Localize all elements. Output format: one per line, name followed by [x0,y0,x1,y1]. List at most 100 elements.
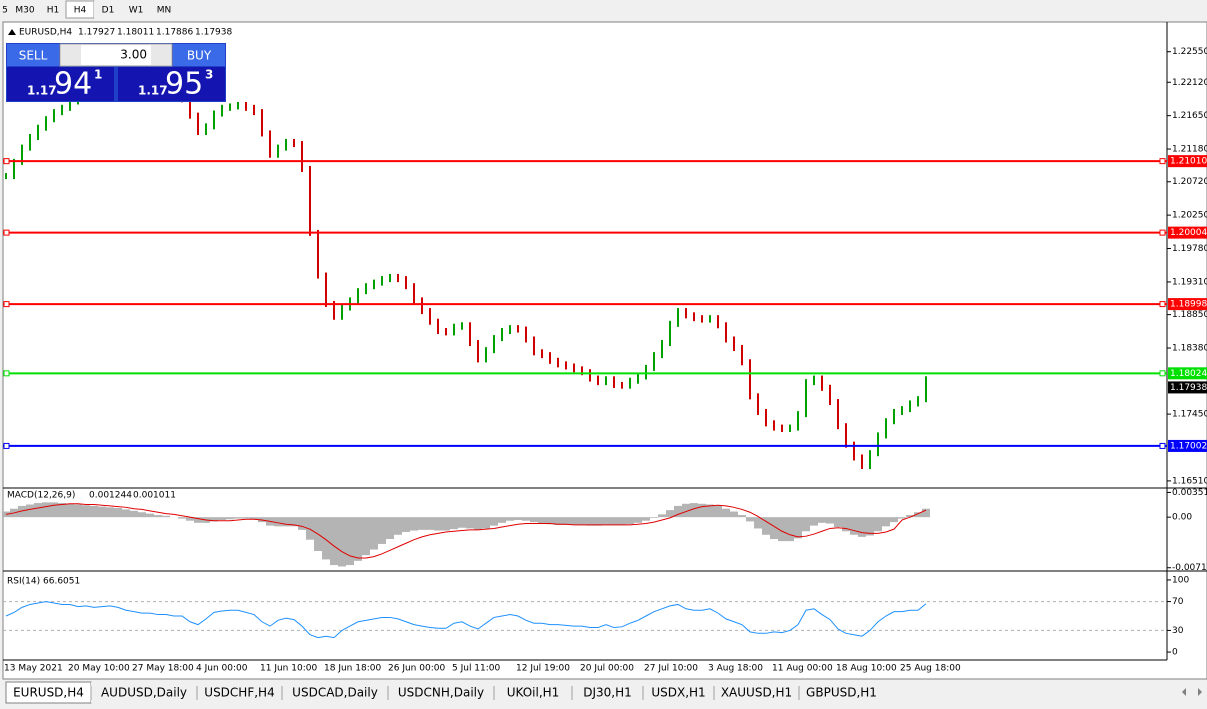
scroll-right[interactable] [1198,688,1202,696]
chart-tab[interactable] [197,682,282,703]
level-handle[interactable] [1159,370,1166,377]
price-bar [597,375,599,386]
price-bar [589,369,591,382]
tab-label: EURUSD,H4 [13,686,84,700]
level-handle[interactable] [3,442,10,449]
volume-value: 3.00 [120,48,147,62]
level-handle[interactable] [1159,442,1166,449]
price-bar [829,384,831,406]
macd-bar [538,517,546,524]
price-bar [669,320,671,347]
macd-bar [138,512,146,518]
level-tag [1168,226,1207,239]
chart-tab[interactable] [388,682,494,703]
level-label: 1.18024 [1170,369,1207,379]
bid-price-box[interactable] [7,67,114,101]
macd-bar [386,517,394,540]
macd-bar [146,513,154,518]
x-tick-label: 20 May 10:00 [68,664,130,674]
level-handle[interactable] [3,301,10,308]
price-bar [685,308,687,319]
price-bar [437,318,439,334]
macd-bar [914,512,922,518]
price-bar [885,418,887,439]
price-bar [13,158,15,180]
price-bar [333,300,335,320]
scroll-left[interactable] [1182,688,1186,696]
price-bar [517,325,519,333]
chart-tab[interactable] [282,682,388,703]
timeframe-button[interactable] [0,1,10,18]
y-tick-label: 1.19310 [1172,277,1207,287]
price-bar [869,450,871,469]
volume-up[interactable] [151,45,171,65]
x-tick-label: 18 Aug 10:00 [836,664,897,674]
x-tick-label: 11 Aug 00:00 [772,664,833,674]
tab-label: AUDUSD,Daily [101,686,187,700]
x-tick-label: 18 Jun 18:00 [324,664,381,674]
tab-label: GBPUSD,H1 [806,686,877,700]
tab-label: USDCAD,Daily [292,686,378,700]
x-tick-label: 25 Aug 18:00 [900,664,961,674]
macd-bar [426,517,434,530]
price-bar [501,327,503,342]
macd-bar [82,505,90,518]
x-tick-label: 27 Jul 10:00 [644,664,698,674]
macd-bar [522,517,530,521]
level-handle[interactable] [3,370,10,377]
price-bar [309,165,311,236]
price-bar [813,375,815,386]
timeframe-button[interactable] [40,1,66,18]
level-label: 1.18998 [1170,300,1207,310]
price-bar [61,104,63,116]
collapse-icon[interactable] [8,29,16,35]
chart-tab[interactable] [643,682,714,703]
buy-button[interactable] [173,44,225,66]
macd-bar [722,508,730,518]
price-bar [733,336,735,352]
sell-button[interactable] [7,44,59,66]
macd-bar [306,517,314,540]
price-bar [461,322,463,330]
macd-bar [466,517,474,529]
price-bar [581,366,583,376]
timeframe-button[interactable] [10,1,40,18]
chart-tab[interactable] [799,682,884,703]
ohlc-value: 1.17927 [78,28,115,38]
price-bar [861,454,863,469]
volume-box[interactable] [59,43,173,67]
timeframe-button[interactable] [122,1,150,18]
price-bar [693,312,695,322]
chart-tab[interactable] [91,682,197,703]
indicator-value: 66.6051 [43,577,80,587]
price-bar [541,349,543,359]
chart-window [2,21,1207,680]
macd-bar [178,517,186,519]
price-bar [261,109,263,137]
macd-bar [354,517,362,561]
macd-bar [106,507,114,518]
macd-bar [458,517,466,528]
chart-tab[interactable] [572,682,643,703]
ask-price-box[interactable] [118,67,225,101]
y-tick-label: 1.16510 [1172,476,1207,486]
level-handle[interactable] [3,229,10,236]
chart-tab[interactable] [714,682,799,703]
timeframe-label: 5 [2,6,8,16]
volume-down[interactable] [61,45,81,65]
macd-bar [778,517,786,542]
indicator-title: RSI(14) [7,577,40,587]
level-handle[interactable] [3,158,10,165]
chart-tab[interactable] [494,682,572,703]
macd-bar [626,517,634,525]
timeframe-button[interactable] [150,1,178,18]
macd-bar [850,517,858,535]
macd-bar [658,514,666,518]
level-handle[interactable] [1159,158,1166,165]
price-bar [661,340,663,359]
macd-bar [570,517,578,525]
price-bar [565,361,567,370]
level-handle[interactable] [1159,301,1166,308]
level-handle[interactable] [1159,229,1166,236]
timeframe-button[interactable] [94,1,122,18]
